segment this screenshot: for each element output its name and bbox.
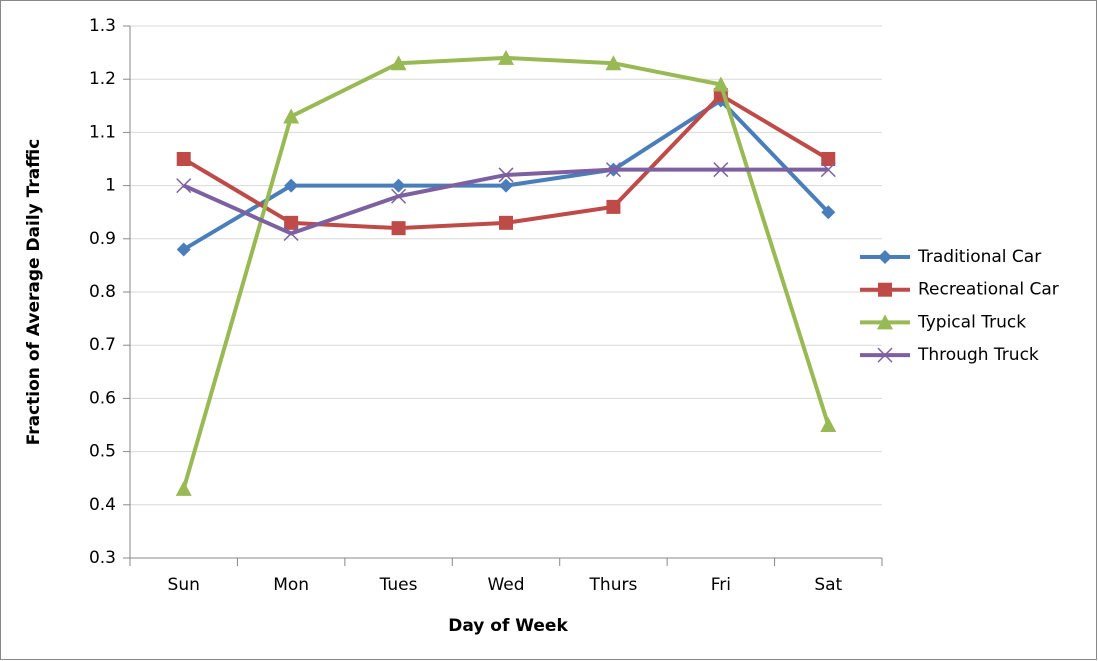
marker <box>499 215 513 230</box>
y-tick-label: 1.3 <box>89 16 116 36</box>
marker <box>176 152 191 166</box>
marker <box>820 417 837 432</box>
legend-label: Recreational Car <box>918 280 1059 300</box>
marker <box>284 178 299 193</box>
marker <box>391 221 406 236</box>
y-tick-label: 1.1 <box>89 122 116 142</box>
marker <box>391 178 406 193</box>
legend-marker <box>877 347 893 363</box>
x-tick-label: Wed <box>487 575 524 595</box>
marker <box>821 205 836 220</box>
marker <box>712 76 729 92</box>
marker <box>283 225 299 242</box>
x-tick-label: Tues <box>379 575 418 595</box>
legend-marker <box>878 250 892 264</box>
marker <box>498 167 514 183</box>
y-tick-label: 1.2 <box>89 69 116 89</box>
x-tick-label: Fri <box>711 575 731 595</box>
x-tick-label: Sun <box>168 575 200 595</box>
legend-label: Typical Truck <box>917 312 1026 332</box>
x-tick-label: Mon <box>273 575 309 595</box>
marker <box>605 55 622 71</box>
y-tick-label: 0.3 <box>89 548 116 568</box>
marker <box>284 215 299 230</box>
marker <box>283 108 300 124</box>
x-tick-label: Sat <box>814 575 842 595</box>
y-tick-label: 0.7 <box>89 335 116 355</box>
marker <box>821 152 836 166</box>
marker <box>498 49 514 65</box>
legend-marker <box>877 314 893 330</box>
marker <box>820 162 836 178</box>
marker <box>606 199 621 214</box>
legend-label: Through Truck <box>917 345 1039 365</box>
y-tick-label: 0.6 <box>89 388 116 408</box>
marker <box>713 162 729 178</box>
marker <box>390 55 407 71</box>
marker <box>391 188 407 204</box>
y-tick-label: 0.4 <box>89 495 116 515</box>
marker <box>605 162 621 178</box>
marker <box>499 178 513 193</box>
legend-marker <box>878 282 892 297</box>
marker <box>175 480 192 496</box>
x-tick-label: Thurs <box>589 575 638 595</box>
y-tick-label: 0.8 <box>89 282 116 302</box>
legend-label: Traditional Car <box>917 247 1041 267</box>
y-tick-label: 0.9 <box>89 229 116 249</box>
y-tick-label: 0.5 <box>89 442 116 462</box>
marker <box>176 242 191 257</box>
y-axis-title: Fraction of Average Daily Traffic <box>24 139 44 446</box>
x-axis-title: Day of Week <box>448 616 568 636</box>
marker <box>176 178 192 194</box>
y-tick-label: 1 <box>105 176 116 196</box>
